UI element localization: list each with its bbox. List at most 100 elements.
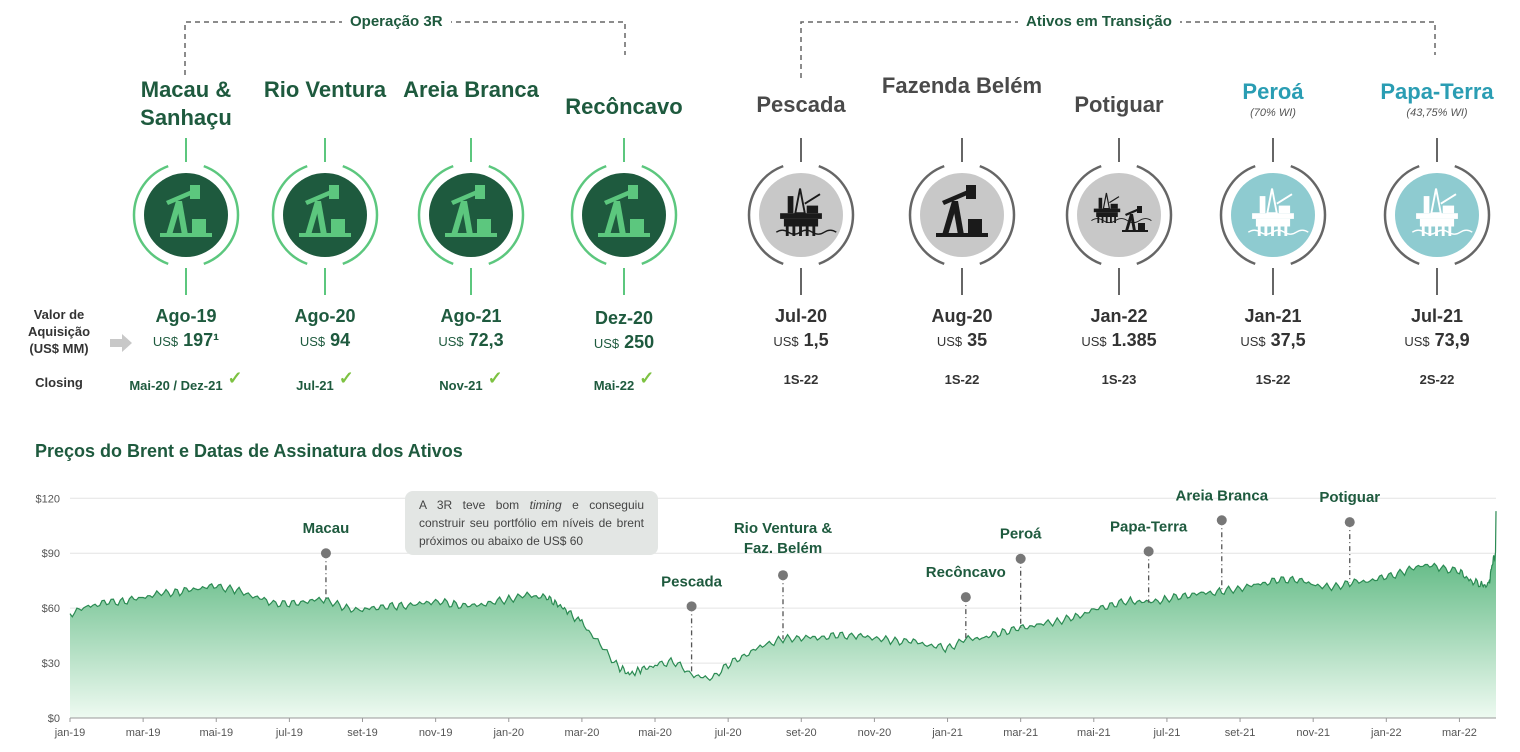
marker-label: Rio Ventura & — [734, 520, 833, 537]
acquisition-value: US$ 1.385 — [1034, 330, 1204, 351]
closing-date: Nov-21 ✓ — [386, 368, 556, 395]
acquisition-value: US$ 197¹ — [101, 330, 271, 351]
check-icon: ✓ — [222, 368, 243, 388]
marker-dot — [960, 592, 971, 603]
marker-dot — [686, 601, 697, 612]
closing-text: Mai-22 — [593, 378, 635, 393]
y-tick-label: $120 — [36, 493, 60, 505]
marker-label: Peroá — [1000, 526, 1042, 543]
x-tick-label: jan-21 — [931, 727, 963, 739]
value-amount: 73,9 — [1434, 330, 1470, 350]
asset-name: Potiguar — [1074, 92, 1164, 117]
acquisition-value: US$ 72,3 — [386, 330, 556, 351]
check-icon: ✓ — [482, 368, 503, 388]
asset-name: Rio Ventura — [263, 77, 387, 102]
x-tick-label: jul-21 — [1152, 727, 1180, 739]
check-icon: ✓ — [634, 368, 655, 388]
asset-name: Peroá — [1242, 79, 1304, 104]
acquisition-date: Jan-21 — [1244, 306, 1302, 326]
pumpjack-icon — [271, 138, 379, 295]
x-tick-label: mar-20 — [564, 727, 599, 739]
closing-date: 1S-22 — [716, 372, 886, 387]
brent-price-chart: Macau Pescada Rio Ventura & Faz. Belém Recôn… — [36, 487, 1497, 739]
marker-label: Areia Branca — [1175, 487, 1268, 504]
value-amount: 250 — [624, 332, 655, 352]
offshore-platform-icon — [747, 138, 855, 295]
asset-name: Pescada — [756, 92, 846, 117]
closing-text: 1S-22 — [944, 372, 980, 387]
y-tick-label: $90 — [42, 548, 60, 560]
x-tick-label: jul-19 — [275, 727, 303, 739]
y-tick-label: $0 — [48, 713, 60, 725]
asset-working-interest: (70% WI) — [1250, 107, 1296, 119]
marker-dot — [1344, 517, 1355, 528]
closing-date: Mai-22 ✓ — [539, 368, 709, 395]
asset-working-interest: (43,75% WI) — [1406, 107, 1468, 119]
closing-date: 1S-23 — [1034, 372, 1204, 387]
acquisition-date: Dez-20 — [594, 308, 654, 328]
group-label-op3r: Operação 3R — [342, 13, 451, 30]
closing-text: 2S-22 — [1419, 372, 1455, 387]
y-tick-label: $30 — [42, 658, 60, 670]
acquisition-value: US$ 73,9 — [1352, 330, 1520, 351]
x-tick-label: mar-19 — [126, 727, 161, 739]
currency-label: US$ — [152, 334, 179, 349]
value-amount: 197¹ — [183, 330, 220, 350]
asset-name: Macau & Sanhaçu — [140, 77, 232, 130]
marker-label: Macau — [303, 520, 350, 537]
acquisition-date: Jul-21 — [1410, 306, 1464, 326]
marker-label: Faz. Belém — [744, 540, 822, 557]
check-icon: ✓ — [333, 368, 354, 388]
currency-label: US$ — [299, 334, 326, 349]
y-tick-label: $60 — [42, 603, 60, 615]
acquisition-value: US$ 37,5 — [1188, 330, 1358, 351]
acquisition-date: Ago-20 — [294, 306, 356, 326]
annotation-box: A 3R teve bom timing e conseguiu constru… — [405, 491, 658, 555]
x-tick-label: mai-19 — [199, 727, 233, 739]
x-tick-label: nov-20 — [858, 727, 892, 739]
chart-title: Preços do Brent e Datas de Assinatura do… — [35, 441, 463, 461]
acquisition-value: US$ 1,5 — [716, 330, 886, 351]
closing-date: Mai-20 / Dez-21 ✓ — [101, 368, 271, 395]
x-tick-label: mar-21 — [1003, 727, 1038, 739]
transition-bracket — [800, 21, 1436, 78]
offshore-platform-icon — [1219, 138, 1327, 295]
closing-text: Nov-21 — [439, 378, 483, 393]
platform-and-pumpjack-icon — [1065, 138, 1173, 295]
brent-line — [69, 511, 1497, 682]
x-tick-label: jan-22 — [1370, 727, 1402, 739]
value-amount: 94 — [330, 330, 351, 350]
marker-label: Recôncavo — [926, 564, 1006, 581]
marker-label: Potiguar — [1319, 489, 1380, 506]
closing-text: Jul-21 — [296, 378, 334, 393]
x-tick-label: nov-19 — [419, 727, 453, 739]
pumpjack-icon — [132, 138, 240, 295]
x-tick-label: mai-20 — [638, 727, 672, 739]
closing-date: 1S-22 — [877, 372, 1047, 387]
marker-label: Papa-Terra — [1110, 518, 1188, 535]
closing-text: Mai-20 / Dez-21 — [129, 378, 223, 393]
closing-date: 2S-22 — [1352, 372, 1520, 387]
asset-name: Areia Branca — [403, 77, 539, 102]
marker-dot — [1143, 546, 1154, 557]
asset-name: Fazenda Belém — [881, 73, 1043, 98]
acquisition-date: Jan-22 — [1090, 306, 1148, 326]
row-label-valor: Valor de Aquisição (US$ MM) — [27, 307, 91, 356]
value-amount: 72,3 — [468, 330, 504, 350]
asset-icons — [132, 138, 1491, 295]
acquisition-value: US$ 94 — [240, 330, 410, 351]
x-tick-label: set-20 — [786, 727, 817, 739]
x-tick-label: mar-22 — [1442, 727, 1477, 739]
pumpjack-icon — [570, 138, 678, 295]
x-tick-label: jan-19 — [54, 727, 86, 739]
arrow-right-icon — [110, 334, 132, 352]
brent-area — [70, 511, 1496, 718]
marker-dot — [778, 570, 788, 581]
pumpjack-icon — [417, 138, 525, 295]
currency-label: US$ — [773, 334, 799, 349]
annotation-text: A 3R teve bom timing e conseguiu constru… — [419, 498, 644, 548]
asset-name: Papa-Terra — [1380, 79, 1494, 104]
closing-date: 1S-22 — [1188, 372, 1358, 387]
currency-label: US$ — [438, 334, 464, 349]
value-amount: 1,5 — [803, 330, 829, 350]
